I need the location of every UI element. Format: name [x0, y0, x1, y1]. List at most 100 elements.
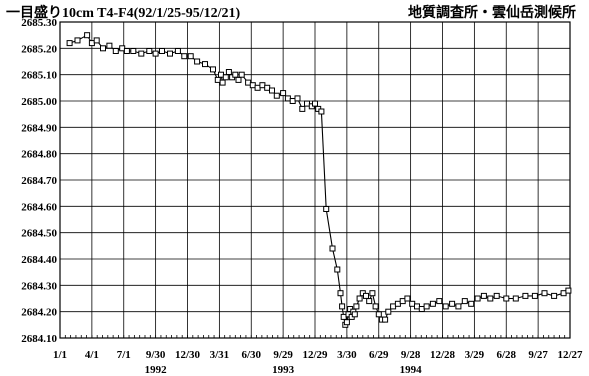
chart-title: 一目盛り10cm T4-F4(92/1/25-95/12/21) [6, 4, 241, 21]
data-point [294, 95, 301, 102]
data-point [418, 306, 425, 312]
data-point [146, 48, 153, 54]
data-point [353, 303, 360, 310]
data-point [218, 71, 224, 78]
data-point [340, 313, 347, 320]
chart-source-label: 地質調査所・雲仙岳測候所 [408, 4, 576, 21]
x-tick-label: 9/27 [528, 349, 548, 361]
data-point [429, 300, 436, 307]
data-point [414, 303, 420, 310]
data-point [130, 48, 137, 54]
data-point [409, 300, 416, 307]
data-point [375, 311, 382, 318]
data-point [106, 42, 113, 49]
data-point [404, 295, 411, 302]
x-tick-label: 3/31 [210, 349, 230, 361]
y-tick-label: 2684.90 [21, 122, 57, 134]
y-tick-label: 2684.50 [21, 228, 57, 240]
x-tick-label: 4/1 [85, 349, 99, 361]
x-tick-label: 12/29 [302, 349, 328, 361]
data-point [280, 90, 287, 97]
data-point [512, 295, 519, 302]
data-point [541, 290, 548, 297]
data-point [264, 84, 271, 91]
y-tick-label: 2684.20 [21, 307, 57, 319]
data-point [312, 100, 318, 107]
data-point [503, 295, 510, 302]
data-point [551, 292, 558, 299]
y-axis-ticks: 2684.10 2684.20 2684.30 2684.40 2684.50 2684.… [21, 17, 57, 345]
y-tick-label: 2685.20 [21, 43, 57, 55]
data-point [194, 58, 201, 65]
data-point [372, 303, 379, 310]
data-point [356, 295, 363, 302]
data-point [74, 37, 81, 44]
grid-lines [59, 22, 571, 338]
x-tick-label: 12/27 [557, 349, 583, 361]
data-point [88, 40, 95, 47]
data-point [449, 300, 456, 307]
data-point [323, 206, 330, 212]
data-point [394, 300, 401, 307]
data-point [269, 87, 275, 94]
y-tick-label: 2685.30 [21, 17, 57, 29]
data-point [369, 290, 376, 297]
data-point [222, 74, 229, 81]
y-tick-label: 2685.10 [21, 70, 57, 82]
y-tick-label: 2684.10 [21, 333, 57, 345]
data-point [232, 71, 239, 78]
data-point [259, 82, 266, 89]
x-tick-label: 7/1 [117, 349, 131, 361]
data-point [167, 50, 173, 57]
data-point [138, 50, 145, 57]
data-point [522, 292, 529, 299]
data-point [238, 71, 245, 78]
y-tick-label: 2684.80 [21, 149, 57, 161]
data-point [214, 76, 221, 83]
data-point [474, 295, 481, 302]
data-point [284, 95, 291, 102]
data-point [423, 303, 430, 310]
x-tick-label: 12/28 [430, 349, 456, 361]
data-point [304, 100, 310, 107]
data-point [112, 48, 119, 54]
data-point [187, 53, 194, 60]
year-label: 1994 [400, 364, 423, 376]
data-point [289, 98, 296, 104]
year-label: 1993 [272, 364, 295, 376]
data-point [343, 319, 350, 326]
y-tick-label: 2684.30 [21, 280, 57, 292]
data-point [249, 82, 256, 89]
y-tick-label: 2684.60 [21, 201, 57, 213]
data-point [254, 84, 261, 91]
data-point [159, 48, 165, 54]
data-point [531, 292, 538, 299]
x-tick-label: 6/30 [241, 349, 261, 361]
data-point [174, 48, 181, 54]
data-point [318, 108, 325, 115]
x-axis-ticks: 1/1 4/1 7/1 9/30 12/30 3/31 6/30 9/29 12/29 3/30 6… [53, 349, 583, 361]
data-point [93, 37, 100, 44]
x-tick-label: 1/1 [53, 349, 67, 361]
data-point [351, 311, 358, 318]
data-point [565, 287, 572, 294]
data-point [84, 32, 91, 39]
data-point [461, 298, 468, 305]
data-point [123, 48, 130, 54]
y-tick-label: 2684.40 [21, 254, 57, 266]
data-point [210, 66, 216, 73]
data-point [339, 303, 346, 310]
data-point [152, 50, 159, 57]
data-point [219, 79, 226, 86]
y-tick-label: 2685.00 [21, 96, 57, 108]
data-point [337, 290, 344, 297]
data-point [273, 92, 280, 99]
data-point [225, 69, 232, 75]
x-tick-label: 3/30 [337, 349, 357, 361]
data-point [382, 316, 389, 323]
data-point [366, 298, 373, 305]
data-point [560, 290, 567, 297]
y-tick-label: 2684.70 [21, 175, 57, 187]
data-point [390, 303, 397, 310]
